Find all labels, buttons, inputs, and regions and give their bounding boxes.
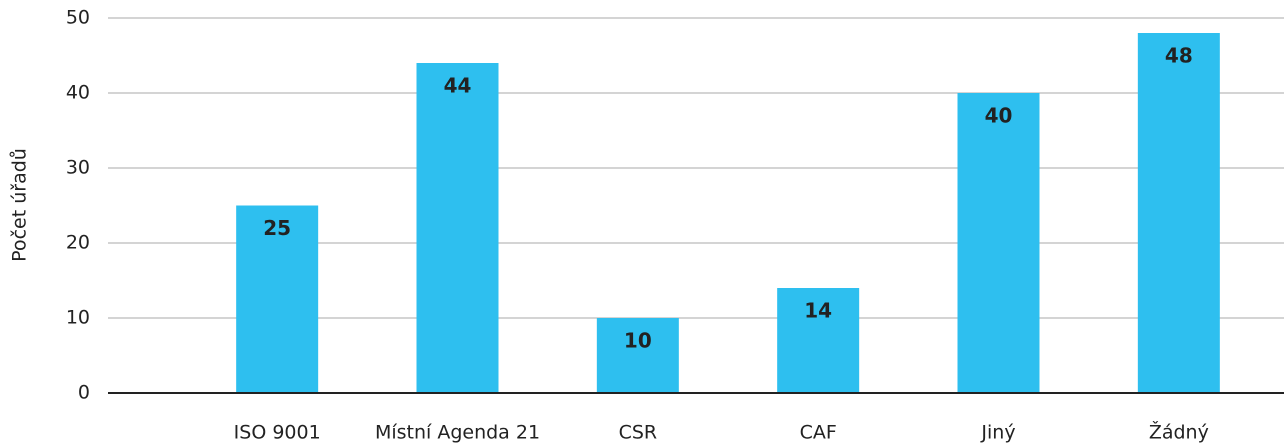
y-tick-label: 20 [66,232,90,254]
x-tick-label: ISO 9001 [234,422,321,444]
value-label: 48 [1165,44,1193,68]
y-tick-label: 40 [66,82,90,104]
y-tick-label: 0 [78,382,90,404]
value-label: 10 [624,329,652,353]
bar [236,205,319,393]
x-tick-label: CSR [619,422,658,444]
value-label: 40 [985,104,1013,128]
y-tick-label: 50 [66,7,90,29]
value-label: 14 [804,299,832,323]
bar [596,318,679,393]
x-tick-label: Jiný [980,422,1015,444]
x-tick-label: CAF [800,422,837,444]
y-tick-label: 10 [66,307,90,329]
bar [416,63,499,393]
x-tick-label: Žádný [1149,421,1209,444]
bar [957,93,1040,393]
bar [777,288,860,393]
y-tick-label: 30 [66,157,90,179]
x-tick-label: Místní Agenda 21 [375,422,540,444]
value-label: 25 [263,216,291,240]
y-axis-label: Počet úřadů [9,148,31,262]
bar [1137,33,1220,393]
value-label: 44 [444,74,472,98]
